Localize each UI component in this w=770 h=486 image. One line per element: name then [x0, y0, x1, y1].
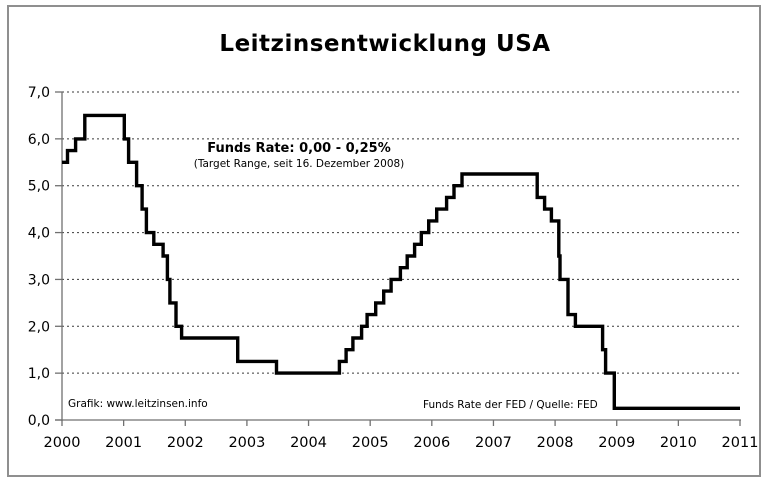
y-tick-label: 1,0 [28, 366, 50, 382]
x-tick-label: 2000 [44, 435, 81, 451]
x-tick-label: 2003 [228, 435, 265, 451]
x-tick-label: 2011 [722, 435, 759, 451]
x-tick-label: 2009 [598, 435, 635, 451]
y-tick-label: 2,0 [28, 319, 50, 335]
annotation-rate-text: Funds Rate: 0,00 - 0,25% [207, 141, 391, 156]
y-tick-label: 4,0 [28, 226, 50, 242]
x-tick-label: 2010 [660, 435, 697, 451]
page-title: Leitzinsentwicklung USA [219, 31, 551, 57]
source-caption: Funds Rate der FED / Quelle: FED [423, 399, 598, 411]
rate-annotation: Funds Rate: 0,00 - 0,25% (Target Range, … [194, 141, 405, 170]
y-tick-label: 5,0 [28, 179, 50, 195]
x-tick-label: 2006 [413, 435, 450, 451]
x-tick-label: 2002 [167, 435, 204, 451]
credit-caption: Grafik: www.leitzinsen.info [68, 398, 208, 410]
annotation-range-text: (Target Range, seit 16. Dezember 2008) [193, 158, 405, 170]
x-tick-label: 2008 [537, 435, 574, 451]
y-tick-label: 7,0 [28, 85, 50, 101]
rate-step-line [62, 113, 740, 410]
x-tick-label: 2004 [290, 435, 327, 451]
x-tick-label: 2007 [475, 435, 512, 451]
outer-frame [7, 5, 761, 477]
y-tick-label: 0,0 [28, 413, 50, 429]
x-tick-label: 2005 [352, 435, 389, 451]
x-tick-label: 2001 [105, 435, 142, 451]
y-tick-label: 6,0 [28, 132, 50, 148]
y-tick-label: 3,0 [28, 272, 50, 288]
